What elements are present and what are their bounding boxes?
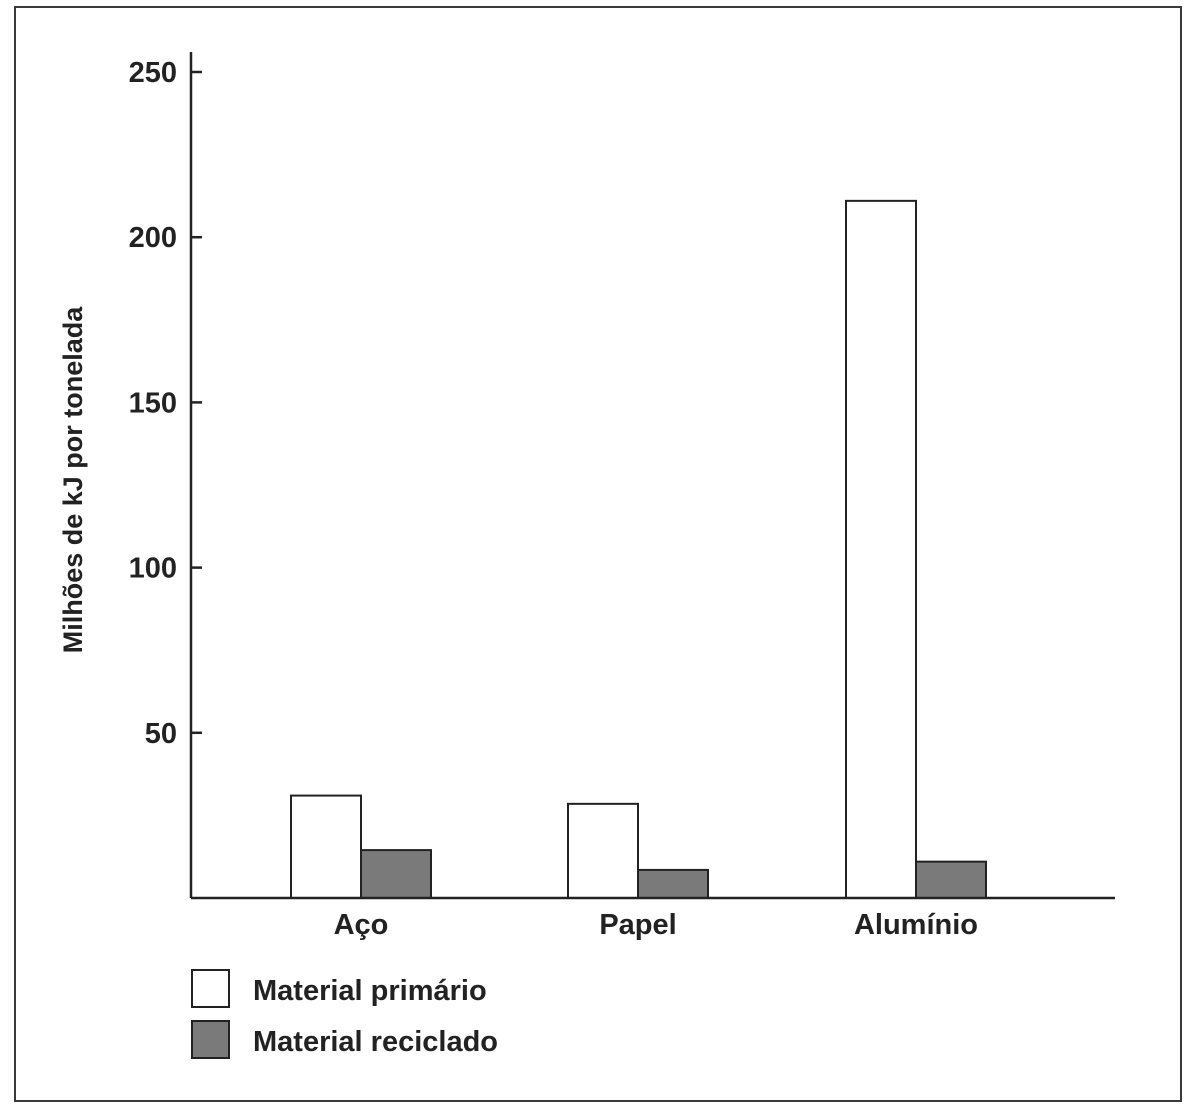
x-category-label: Papel <box>599 909 676 941</box>
bar-recycled <box>637 868 709 900</box>
legend-swatch <box>191 1020 230 1059</box>
x-category-label: Aço <box>334 909 389 941</box>
legend: Material primário Material reciclado <box>191 969 498 1059</box>
x-category-label: Alumínio <box>854 909 978 941</box>
y-axis: 50 100 150 200 250 <box>129 52 202 898</box>
y-tick-label: 100 <box>129 553 177 585</box>
bar-primary <box>845 199 917 899</box>
y-axis-title: Milhões de kJ por tonelada <box>58 306 88 654</box>
chart-frame <box>14 6 1182 1102</box>
bars <box>290 199 987 900</box>
bar-primary <box>290 794 362 899</box>
legend-label: Material reciclado <box>253 1026 498 1058</box>
y-tick-label: 200 <box>129 222 177 254</box>
x-axis: Aço Papel Alumínio <box>191 896 1115 941</box>
legend-label: Material primário <box>253 975 487 1007</box>
bar-recycled <box>360 849 432 899</box>
legend-swatch <box>191 969 230 1008</box>
y-tick-label: 150 <box>129 387 177 419</box>
bar-primary <box>567 802 639 899</box>
bar-recycled <box>915 860 987 900</box>
y-tick-label: 50 <box>145 718 177 750</box>
y-tick-label: 250 <box>129 57 177 89</box>
